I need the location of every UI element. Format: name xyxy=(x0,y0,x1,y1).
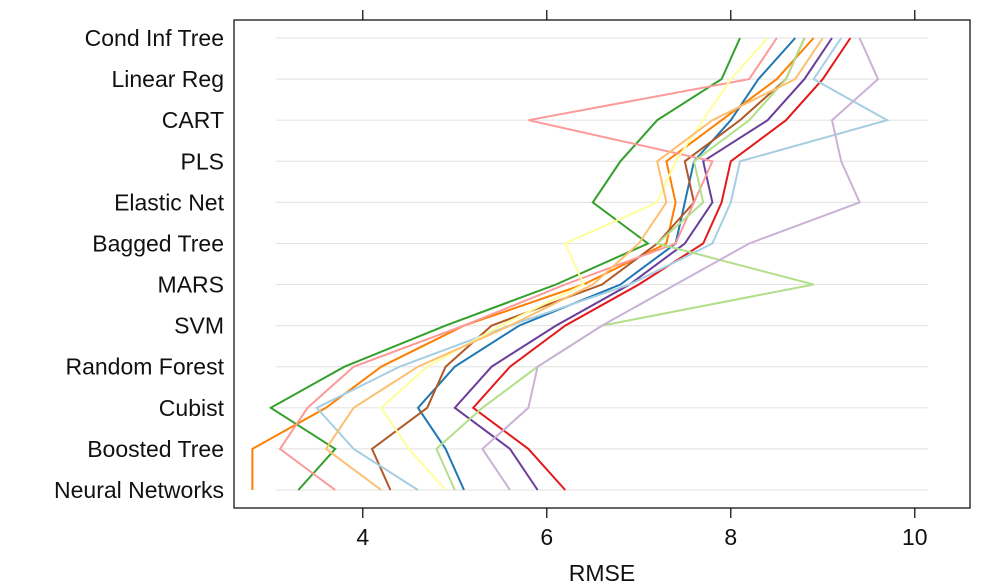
x-tick-label: 6 xyxy=(540,524,553,550)
category-label: Boosted Tree xyxy=(87,436,224,462)
series-line-1 xyxy=(416,37,796,491)
category-label: CART xyxy=(162,107,224,133)
category-label: Neural Networks xyxy=(54,477,224,503)
series-line-11 xyxy=(379,37,769,491)
series-line-2 xyxy=(471,37,852,491)
series-line-9 xyxy=(435,37,814,491)
category-label: MARS xyxy=(158,272,224,298)
category-label: Elastic Net xyxy=(114,189,225,215)
x-axis-title: RMSE xyxy=(569,560,635,586)
x-tick-label: 4 xyxy=(356,524,369,550)
category-label: Bagged Tree xyxy=(92,230,224,256)
plot-frame xyxy=(233,19,971,509)
series-line-6 xyxy=(370,37,806,491)
bottom-axis-ticks: 4 6 8 10 xyxy=(356,508,928,550)
series-line-5 xyxy=(453,37,833,491)
top-axis-ticks xyxy=(362,10,916,20)
category-label: Cubist xyxy=(159,395,225,421)
category-labels: Neural Networks Boosted Tree Cubist Random … xyxy=(54,25,225,503)
series-line-3 xyxy=(268,37,741,491)
category-label: SVM xyxy=(174,313,224,339)
series-line-8 xyxy=(315,37,890,491)
series-line-12 xyxy=(324,37,824,491)
series-line-7 xyxy=(278,37,778,491)
category-label: Cond Inf Tree xyxy=(85,25,224,51)
x-tick-label: 10 xyxy=(902,524,928,550)
series-line-10 xyxy=(481,37,880,491)
category-label: Random Forest xyxy=(65,354,224,380)
category-label: Linear Reg xyxy=(111,66,224,92)
x-tick-label: 8 xyxy=(724,524,737,550)
series-lines xyxy=(251,37,890,491)
series-line-4 xyxy=(251,37,815,490)
category-label: PLS xyxy=(181,148,224,174)
